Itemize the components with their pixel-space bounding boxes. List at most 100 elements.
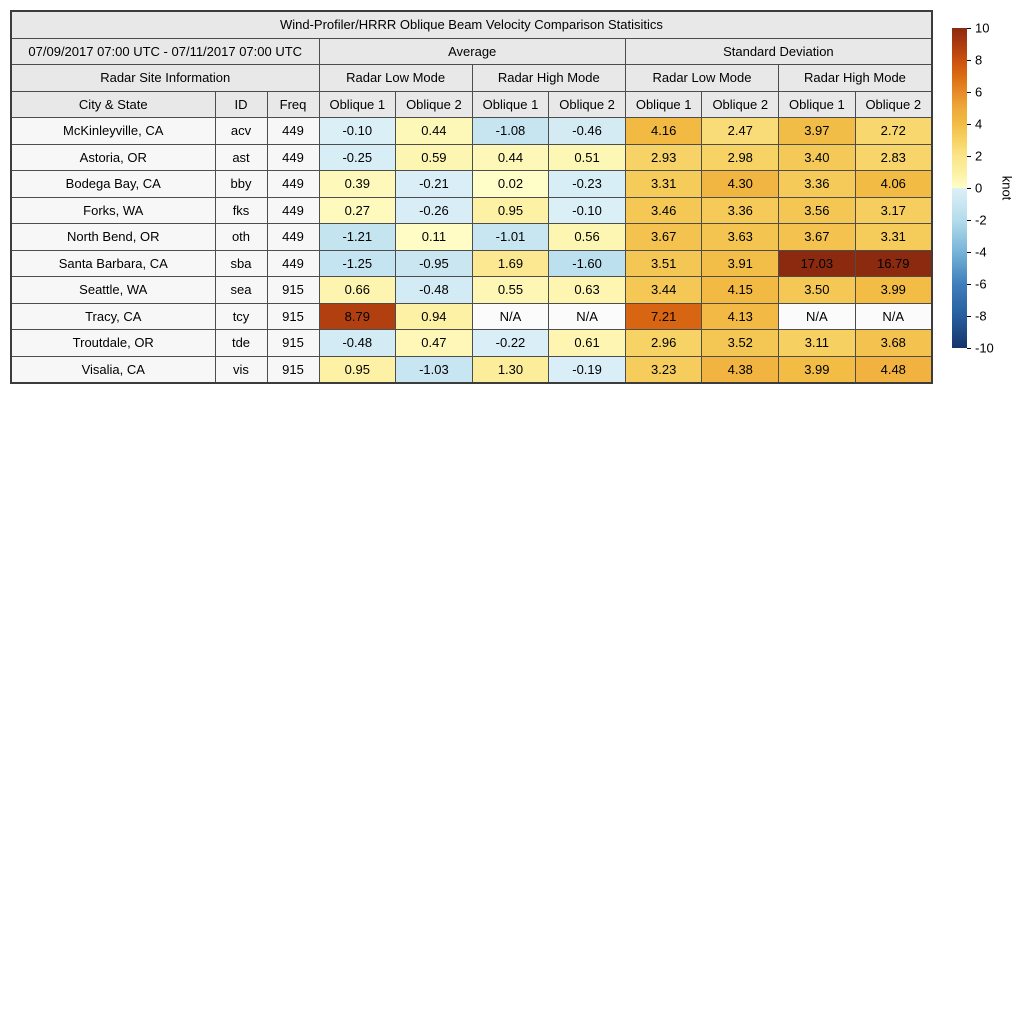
value-cell: 1.69 xyxy=(471,249,550,277)
value-cell: -1.01 xyxy=(471,223,550,251)
col-header-oblique: Oblique 2 xyxy=(548,90,626,118)
value-cell: -0.25 xyxy=(318,143,397,171)
value-cell: 2.72 xyxy=(854,117,933,145)
value-cell: 4.15 xyxy=(701,276,780,304)
value-cell: 3.31 xyxy=(854,223,933,251)
colorbar-tick-label: 6 xyxy=(975,84,983,100)
value-cell: -1.21 xyxy=(318,223,397,251)
value-cell: 0.39 xyxy=(318,170,397,198)
group-header-row: 07/09/2017 07:00 UTC - 07/11/2017 07:00 … xyxy=(10,37,933,65)
colorbar-tick-label: -8 xyxy=(975,308,987,324)
value-cell: 8.79 xyxy=(318,302,397,330)
value-cell: 3.17 xyxy=(854,196,933,224)
freq-cell: 915 xyxy=(266,329,320,357)
value-cell: -0.95 xyxy=(395,249,473,277)
colorbar-tick-label: -4 xyxy=(975,244,987,260)
colorbar-tick-label: -10 xyxy=(975,340,994,356)
value-cell: 0.95 xyxy=(471,196,550,224)
table-body: McKinleyville, CA acv 449 -0.10 0.44 -1.08 -0.… xyxy=(10,117,933,384)
table-row: Santa Barbara, CA sba 449 -1.25 -0.95 1.69 -1.… xyxy=(10,249,933,277)
value-cell: 3.51 xyxy=(624,249,703,277)
value-cell: 3.40 xyxy=(778,143,856,171)
table-row: McKinleyville, CA acv 449 -0.10 0.44 -1.08 -0.… xyxy=(10,117,933,145)
id-cell: tcy xyxy=(214,302,268,330)
value-cell: -0.21 xyxy=(395,170,473,198)
value-cell: -0.48 xyxy=(318,329,397,357)
value-cell: 2.47 xyxy=(701,117,780,145)
mode-header-sd-high: Radar High Mode xyxy=(778,64,933,92)
value-cell: 3.46 xyxy=(624,196,703,224)
colorbar-tick xyxy=(967,124,971,125)
id-cell: fks xyxy=(214,196,268,224)
colorbar-tick-label: -2 xyxy=(975,212,987,228)
id-cell: sea xyxy=(214,276,268,304)
id-cell: oth xyxy=(214,223,268,251)
value-cell: 0.56 xyxy=(548,223,626,251)
freq-cell: 915 xyxy=(266,302,320,330)
value-cell: 3.31 xyxy=(624,170,703,198)
city-cell: Tracy, CA xyxy=(10,302,216,330)
value-cell: -0.26 xyxy=(395,196,473,224)
colorbar-tick xyxy=(967,220,971,221)
site-info-header: Radar Site Information xyxy=(10,64,320,92)
value-cell: 2.93 xyxy=(624,143,703,171)
colorbar-tick-label: 8 xyxy=(975,52,983,68)
value-cell: -0.22 xyxy=(471,329,550,357)
value-cell: -0.10 xyxy=(548,196,626,224)
table-row: Astoria, OR ast 449 -0.25 0.59 0.44 0.51 2.93 2.… xyxy=(10,143,933,171)
value-cell: -1.03 xyxy=(395,355,473,384)
colorbar-tick xyxy=(967,252,971,253)
value-cell: 2.98 xyxy=(701,143,780,171)
mode-header-avg-low: Radar Low Mode xyxy=(318,64,473,92)
city-cell: North Bend, OR xyxy=(10,223,216,251)
col-header-oblique: Oblique 1 xyxy=(778,90,856,118)
id-cell: ast xyxy=(214,143,268,171)
id-cell: vis xyxy=(214,355,268,384)
colorbar-tick-label: 0 xyxy=(975,180,983,196)
value-cell: 17.03 xyxy=(778,249,856,277)
colorbar: knot 10 8 6 4 2 0 -2 -4 -6 -8 -10 xyxy=(952,22,1024,355)
city-cell: Santa Barbara, CA xyxy=(10,249,216,277)
value-cell: 3.56 xyxy=(778,196,856,224)
value-cell: 3.63 xyxy=(701,223,780,251)
city-cell: Seattle, WA xyxy=(10,276,216,304)
value-cell: 3.67 xyxy=(778,223,856,251)
city-cell: McKinleyville, CA xyxy=(10,117,216,145)
colorbar-tick xyxy=(967,156,971,157)
value-cell: 2.83 xyxy=(854,143,933,171)
freq-cell: 915 xyxy=(266,276,320,304)
table-row: Forks, WA fks 449 0.27 -0.26 0.95 -0.10 3.46 3.3… xyxy=(10,196,933,224)
value-cell: 2.96 xyxy=(624,329,703,357)
value-cell: 0.66 xyxy=(318,276,397,304)
value-cell: 3.97 xyxy=(778,117,856,145)
value-cell: 0.63 xyxy=(548,276,626,304)
value-cell: -0.48 xyxy=(395,276,473,304)
col-header-id: ID xyxy=(214,90,268,118)
colorbar-gradient xyxy=(952,28,967,348)
id-cell: bby xyxy=(214,170,268,198)
colorbar-tick xyxy=(967,28,971,29)
value-cell: 4.06 xyxy=(854,170,933,198)
value-cell: 0.11 xyxy=(395,223,473,251)
value-cell: 0.44 xyxy=(395,117,473,145)
value-cell: 0.59 xyxy=(395,143,473,171)
colorbar-tick xyxy=(967,316,971,317)
freq-cell: 915 xyxy=(266,355,320,384)
value-cell: -0.46 xyxy=(548,117,626,145)
value-cell: 3.11 xyxy=(778,329,856,357)
table-row: Visalia, CA vis 915 0.95 -1.03 1.30 -0.19 3.23 4… xyxy=(10,355,933,384)
value-cell: -1.08 xyxy=(471,117,550,145)
freq-cell: 449 xyxy=(266,117,320,145)
city-cell: Bodega Bay, CA xyxy=(10,170,216,198)
value-cell: 3.99 xyxy=(854,276,933,304)
stats-table: Wind-Profiler/HRRR Oblique Beam Velocity… xyxy=(10,10,933,384)
value-cell: 3.50 xyxy=(778,276,856,304)
city-cell: Forks, WA xyxy=(10,196,216,224)
colorbar-tick-label: 10 xyxy=(975,20,990,36)
id-cell: tde xyxy=(214,329,268,357)
value-cell: 3.36 xyxy=(778,170,856,198)
colorbar-tick-label: 2 xyxy=(975,148,983,164)
col-header-oblique: Oblique 1 xyxy=(624,90,703,118)
value-cell: 3.44 xyxy=(624,276,703,304)
mode-header-row: Radar Site Information Radar Low Mode Ra… xyxy=(10,64,933,92)
